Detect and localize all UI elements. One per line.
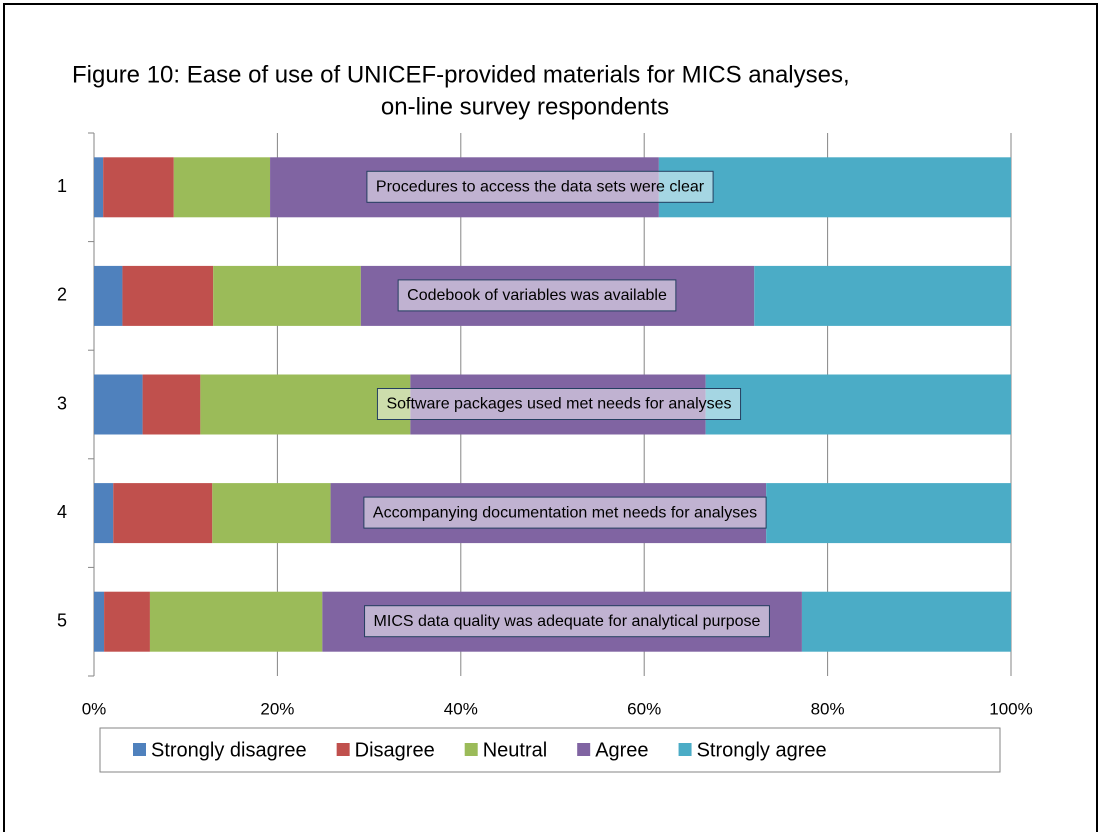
annotation: Codebook of variables was available xyxy=(407,287,667,304)
bar-segment xyxy=(122,265,214,326)
bar-segment xyxy=(94,157,104,218)
y-tick-label: 1 xyxy=(57,176,67,196)
legend-label: Neutral xyxy=(483,739,547,761)
legend-label: Agree xyxy=(595,739,648,761)
legend-swatch xyxy=(577,743,591,756)
bar-segment xyxy=(173,157,271,218)
bar-segment xyxy=(142,374,201,435)
x-tick-label: 60% xyxy=(627,699,661,718)
bar-segment xyxy=(754,265,1011,326)
annotation: Procedures to access the data sets were … xyxy=(376,179,705,196)
bar-segment xyxy=(705,374,1011,435)
annotation: MICS data quality was adequate for analy… xyxy=(374,613,761,630)
bar-segment xyxy=(658,157,1011,218)
legend-swatch xyxy=(133,743,146,756)
y-tick-label: 5 xyxy=(57,610,67,630)
annotation: Accompanying documentation met needs for… xyxy=(373,504,757,521)
y-tick-label: 2 xyxy=(57,285,67,305)
annotation-box xyxy=(397,279,677,312)
x-tick-label: 80% xyxy=(811,699,845,718)
bar-segment xyxy=(212,483,331,544)
y-tick-label: 3 xyxy=(57,393,67,413)
annotation-box xyxy=(363,496,767,529)
legend-label: Strongly agree xyxy=(697,739,827,761)
bar-segment xyxy=(801,591,1011,652)
bar-segment xyxy=(200,374,411,435)
annotation-box xyxy=(376,388,742,420)
legend-swatch xyxy=(464,743,478,756)
bar-segment xyxy=(94,483,114,544)
x-tick-label: 40% xyxy=(444,699,478,718)
annotation-box xyxy=(366,170,714,203)
bar-segment xyxy=(94,374,143,435)
bar-segment xyxy=(149,591,323,652)
legend-label: Strongly disagree xyxy=(151,739,307,761)
chart-title: on-line survey respondents xyxy=(381,93,669,120)
bar-segment xyxy=(94,265,123,326)
legend-swatch xyxy=(336,743,350,756)
x-tick-label: 0% xyxy=(82,699,107,718)
x-tick-label: 100% xyxy=(989,699,1032,718)
x-tick-label: 20% xyxy=(260,699,294,718)
legend-label: Disagree xyxy=(355,739,435,761)
bar-segment xyxy=(113,483,213,544)
legend-box xyxy=(99,727,1001,773)
bar-segment xyxy=(766,483,1011,544)
bar-segment xyxy=(103,157,174,218)
bar-segment xyxy=(94,591,105,652)
bar-segment xyxy=(213,265,361,326)
annotation-box xyxy=(364,605,770,638)
annotation: Software packages used met needs for ana… xyxy=(386,396,731,413)
bar-segment xyxy=(104,591,150,652)
legend-swatch xyxy=(678,743,692,756)
y-tick-label: 4 xyxy=(57,502,67,522)
chart-title: Figure 10: Ease of use of UNICEF-provide… xyxy=(72,61,850,88)
